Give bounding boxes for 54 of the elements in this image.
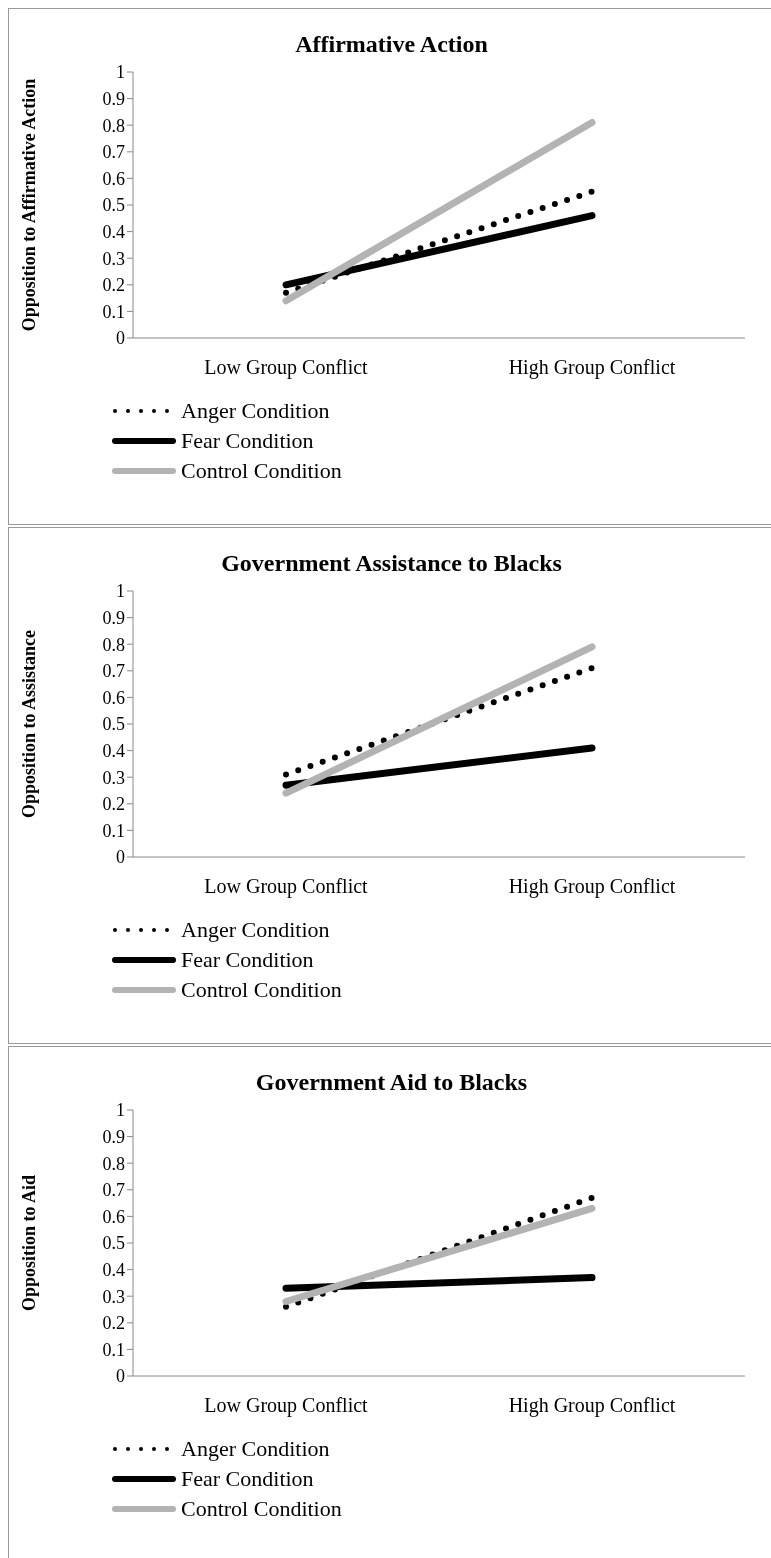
- x-tick-label: High Group Conflict: [508, 356, 676, 380]
- legend-label: Anger Condition: [181, 1436, 330, 1462]
- legend-label: Fear Condition: [181, 428, 314, 454]
- legend-label: Fear Condition: [181, 1466, 314, 1492]
- chart-title: Affirmative Action: [294, 31, 489, 58]
- y-tick-label: 0.1: [102, 820, 125, 841]
- legend-label: Control Condition: [181, 458, 342, 484]
- legend-label: Anger Condition: [181, 917, 330, 943]
- y-tick-label: 0.6: [102, 1206, 125, 1227]
- y-axis-title: Opposition to Aid: [19, 1174, 40, 1312]
- y-tick-label: 0.6: [102, 168, 125, 189]
- y-tick-label: 0.4: [102, 740, 125, 761]
- y-tick-label: 0.8: [102, 1153, 125, 1174]
- x-tick-label: Low Group Conflict: [204, 356, 369, 380]
- legend-label: Fear Condition: [181, 947, 314, 973]
- y-tick-label: 0: [116, 847, 125, 868]
- y-tick-label: 0.1: [102, 301, 125, 322]
- y-axis-title: Opposition to Affirmative Action: [19, 78, 40, 332]
- y-tick-label: 0.4: [102, 1259, 125, 1280]
- y-tick-label: 0.8: [102, 634, 125, 655]
- y-tick-label: 0.5: [102, 1233, 125, 1254]
- x-tick-label: Low Group Conflict: [204, 1394, 369, 1418]
- y-tick-label: 0.2: [102, 1313, 125, 1334]
- y-tick-label: 0.6: [102, 687, 125, 708]
- y-tick-label: 0.4: [102, 221, 125, 242]
- y-tick-label: 0.9: [102, 1126, 125, 1147]
- y-tick-label: 0.5: [102, 195, 125, 216]
- legend-label: Anger Condition: [181, 398, 330, 424]
- y-tick-label: 0.3: [102, 248, 125, 269]
- y-tick-label: 1: [116, 1100, 125, 1121]
- legend-label: Control Condition: [181, 977, 342, 1003]
- y-tick-label: 0.3: [102, 767, 125, 788]
- x-tick-label: High Group Conflict: [508, 875, 676, 899]
- y-axis-title: Opposition to Assistance: [19, 629, 40, 819]
- y-tick-label: 0.1: [102, 1339, 125, 1360]
- y-tick-label: 0.5: [102, 714, 125, 735]
- legend-label: Control Condition: [181, 1496, 342, 1522]
- y-tick-label: 0: [116, 328, 125, 349]
- y-tick-label: 0.8: [102, 115, 125, 136]
- y-tick-label: 0.3: [102, 1286, 125, 1307]
- y-tick-label: 0.9: [102, 607, 125, 628]
- y-tick-label: 0.7: [102, 661, 125, 682]
- y-tick-label: 1: [116, 62, 125, 83]
- y-tick-label: 0: [116, 1366, 125, 1387]
- y-tick-label: 1: [116, 581, 125, 602]
- y-tick-label: 0.7: [102, 142, 125, 163]
- chart-title: Government Assistance to Blacks: [220, 550, 563, 577]
- x-tick-label: High Group Conflict: [508, 1394, 676, 1418]
- y-tick-label: 0.2: [102, 794, 125, 815]
- chart-title: Government Aid to Blacks: [254, 1069, 529, 1096]
- y-tick-label: 0.9: [102, 88, 125, 109]
- x-tick-label: Low Group Conflict: [204, 875, 369, 899]
- y-tick-label: 0.2: [102, 275, 125, 296]
- y-tick-label: 0.7: [102, 1180, 125, 1201]
